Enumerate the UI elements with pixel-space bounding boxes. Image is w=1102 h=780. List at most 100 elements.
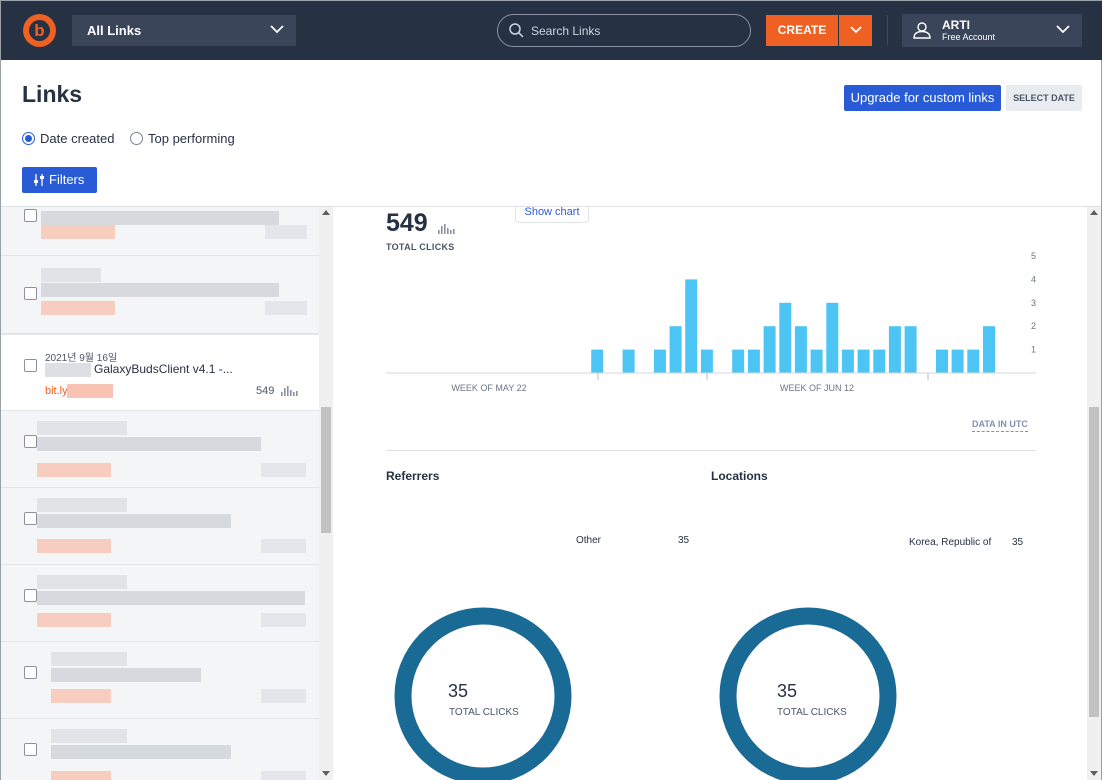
chart-bar[interactable] <box>685 279 698 373</box>
y-tick-label: 2 <box>1031 321 1036 331</box>
checkbox[interactable] <box>24 512 37 525</box>
chart-bar[interactable] <box>967 349 980 373</box>
links-list: 2021년 9월 16일 GalaxyBudsClient v4.1 -... … <box>1 207 319 780</box>
chart-bar[interactable] <box>591 349 604 373</box>
sort-option-label: Top performing <box>148 131 235 146</box>
list-item[interactable] <box>1 256 319 334</box>
chart-bar[interactable] <box>873 349 886 373</box>
links-group-select-label: All Links <box>87 23 142 38</box>
link-date: 2021년 9월 16일 <box>45 353 118 364</box>
y-tick-label: 5 <box>1031 251 1036 261</box>
search-icon <box>509 23 524 38</box>
referrer-label: Other <box>576 535 602 546</box>
redacted-title <box>37 591 305 605</box>
page-title: Links <box>22 81 83 107</box>
list-item[interactable] <box>1 488 319 565</box>
redacted-link <box>51 689 111 703</box>
chevron-down-icon <box>1056 25 1070 34</box>
chart-bar[interactable] <box>888 326 901 373</box>
checkbox[interactable] <box>24 359 37 372</box>
locations-title: Locations <box>711 469 768 483</box>
redacted-title <box>37 514 231 528</box>
clicks-bar-chart: 1 2 3 4 5 WEEK OF MAY 22 WEEK OF JUN 12 <box>386 251 1036 393</box>
redacted-date <box>37 498 127 512</box>
create-button[interactable]: CREATE <box>766 15 838 46</box>
list-item[interactable] <box>1 565 319 642</box>
chart-bar[interactable] <box>983 326 995 373</box>
total-clicks-label: TOTAL CLICKS <box>386 242 455 252</box>
data-in-utc-label[interactable]: DATA IN UTC <box>972 419 1028 432</box>
chart-bar[interactable] <box>936 349 948 373</box>
radio-checked-icon[interactable] <box>22 132 35 145</box>
redacted-title-prefix <box>45 363 91 377</box>
list-scrollbar[interactable] <box>319 207 333 780</box>
sliders-icon <box>34 174 44 186</box>
y-tick-label: 4 <box>1031 274 1036 284</box>
referrers-donut-chart <box>394 607 572 780</box>
checkbox[interactable] <box>24 743 37 756</box>
chart-bar[interactable] <box>779 302 792 373</box>
show-chart-button[interactable]: Show chart <box>515 207 589 223</box>
referrers-donut-label: TOTAL CLICKS <box>449 707 519 718</box>
radio-unchecked-icon[interactable] <box>130 132 143 145</box>
upgrade-button[interactable]: Upgrade for custom links <box>844 85 1001 111</box>
x-tick-label: WEEK OF JUN 12 <box>780 383 854 393</box>
select-date-button[interactable]: SELECT DATE <box>1006 85 1082 111</box>
referrer-value: 35 <box>678 535 690 546</box>
checkbox[interactable] <box>24 287 37 300</box>
chart-bar[interactable] <box>732 349 745 373</box>
link-title: GalaxyBudsClient v4.1 -... <box>94 362 233 376</box>
chart-bar[interactable] <box>857 349 870 373</box>
checkbox[interactable] <box>24 589 37 602</box>
account-menu[interactable]: ARTI Free Account <box>902 14 1082 47</box>
redacted-count <box>265 301 307 315</box>
scroll-down-arrow-icon[interactable] <box>322 771 330 776</box>
chart-bar[interactable] <box>841 349 854 373</box>
chart-bar[interactable] <box>826 302 839 373</box>
search-input[interactable] <box>531 23 731 39</box>
chart-bar[interactable] <box>700 349 713 373</box>
chart-bar[interactable] <box>904 326 917 373</box>
redacted-count <box>261 613 306 627</box>
chart-bar[interactable] <box>747 349 760 373</box>
redacted-link <box>37 539 111 553</box>
redacted-title <box>51 745 231 759</box>
chart-bar[interactable] <box>653 349 666 373</box>
divider <box>386 450 1036 451</box>
chart-bar[interactable] <box>669 326 682 373</box>
redacted-link <box>41 225 115 239</box>
list-item[interactable] <box>1 719 319 780</box>
scroll-up-arrow-icon[interactable] <box>322 210 330 215</box>
bitly-logo-icon[interactable]: b <box>23 14 56 47</box>
redacted-title <box>41 283 279 297</box>
click-count: 549 <box>256 385 275 397</box>
list-item[interactable] <box>1 642 319 719</box>
scroll-up-arrow-icon[interactable] <box>1090 210 1098 215</box>
links-group-select[interactable]: All Links <box>72 15 296 46</box>
chart-bar[interactable] <box>794 326 807 373</box>
list-item[interactable] <box>1 207 319 256</box>
list-item-selected[interactable]: 2021년 9월 16일 GalaxyBudsClient v4.1 -... … <box>1 334 319 411</box>
scrollbar-thumb[interactable] <box>1089 407 1099 717</box>
divider <box>1 206 1101 207</box>
locations-donut-value: 35 <box>777 681 798 701</box>
checkbox[interactable] <box>24 209 37 222</box>
checkbox[interactable] <box>24 435 37 448</box>
chart-bar[interactable] <box>951 349 964 373</box>
chart-bar[interactable] <box>810 349 823 373</box>
top-navigation-bar: b All Links CREATE ARTI Free Account <box>1 1 1102 60</box>
detail-scrollbar[interactable] <box>1087 207 1101 780</box>
redacted-date <box>41 268 101 282</box>
chart-bar[interactable] <box>622 349 635 373</box>
account-plan: Free Account <box>942 32 996 42</box>
chart-bar[interactable] <box>763 326 776 373</box>
filters-button[interactable]: Filters <box>22 167 97 193</box>
create-dropdown-button[interactable] <box>839 15 872 46</box>
chevron-down-icon <box>270 25 284 34</box>
scrollbar-thumb[interactable] <box>321 407 331 533</box>
redacted-link <box>37 613 111 627</box>
search-box[interactable] <box>497 14 751 47</box>
list-item[interactable] <box>1 411 319 488</box>
scroll-down-arrow-icon[interactable] <box>1090 771 1098 776</box>
checkbox[interactable] <box>24 666 37 679</box>
